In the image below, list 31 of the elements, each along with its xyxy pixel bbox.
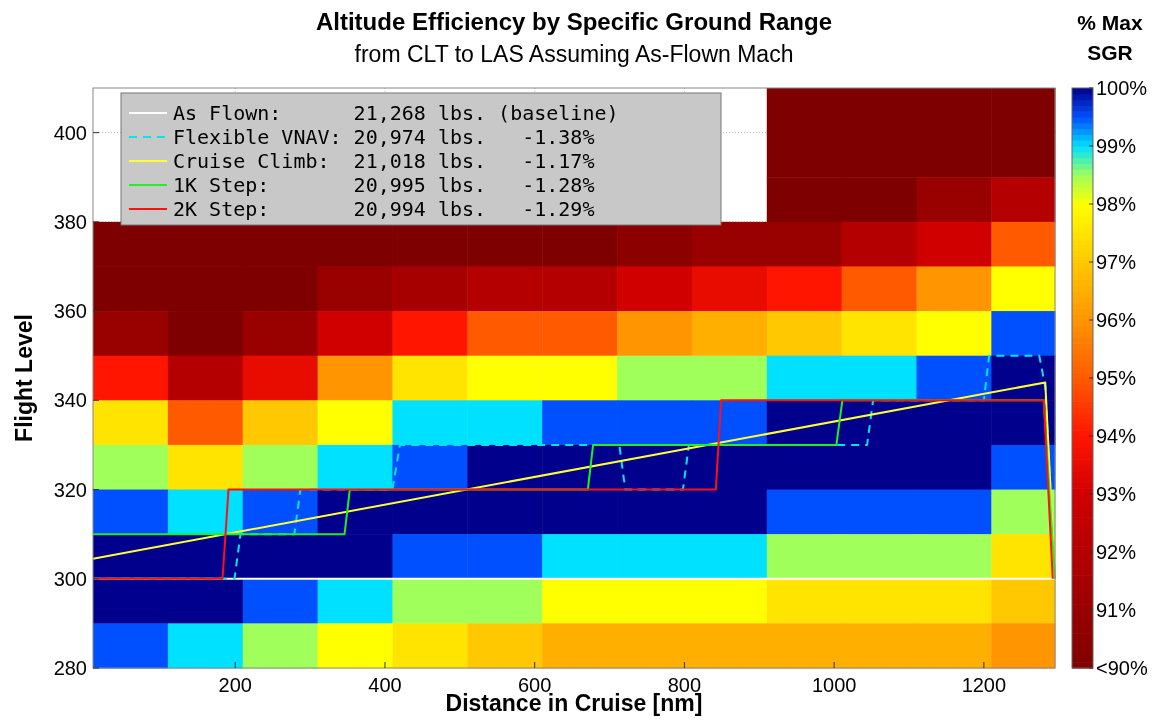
- chart-subtitle: from CLT to LAS Assuming As-Flown Mach: [354, 41, 794, 67]
- chart-title: Altitude Efficiency by Specific Ground Range: [315, 8, 833, 35]
- color-bar-label: 91%: [1096, 599, 1137, 621]
- color-bar-label: 98%: [1096, 193, 1137, 215]
- legend-label: 1K Step: 20,995 lbs. -1.28%: [173, 173, 595, 197]
- y-tick-label: 340: [53, 389, 87, 412]
- y-tick-label: 400: [53, 121, 87, 144]
- color-bar-title: % Max SGR: [1077, 11, 1143, 64]
- legend-label: Cruise Climb: 21,018 lbs. -1.17%: [173, 149, 595, 173]
- color-bar-label: 93%: [1096, 483, 1137, 505]
- x-tick-label: 1000: [811, 674, 857, 696]
- color-bar-label: <90%: [1096, 657, 1148, 679]
- color-bar-label: 95%: [1096, 367, 1137, 389]
- legend-label: Flexible VNAV: 20,974 lbs. -1.38%: [173, 125, 595, 149]
- y-tick-label: 320: [53, 478, 87, 501]
- y-tick-label: 380: [53, 210, 87, 233]
- y-tick-label: 300: [53, 567, 87, 590]
- y-tick-label: 280: [53, 657, 87, 679]
- x-tick-label: 200: [218, 674, 252, 696]
- color-bar-label: 94%: [1096, 425, 1137, 447]
- color-bar-label: 99%: [1096, 135, 1137, 157]
- color-bar-label: 92%: [1096, 541, 1137, 563]
- color-bar-label: 100%: [1096, 77, 1148, 99]
- color-bar-label: 97%: [1096, 251, 1137, 273]
- x-tick-label: 400: [368, 674, 402, 696]
- legend-label: As Flown: 21,268 lbs. (baseline): [173, 101, 619, 125]
- x-tick-label: 1200: [961, 674, 1007, 696]
- y-tick-label: 360: [53, 300, 87, 323]
- color-bar-label: 96%: [1096, 309, 1137, 331]
- legend-label: 2K Step: 20,994 lbs. -1.29%: [173, 197, 595, 221]
- y-axis-title: Flight Level: [11, 314, 37, 442]
